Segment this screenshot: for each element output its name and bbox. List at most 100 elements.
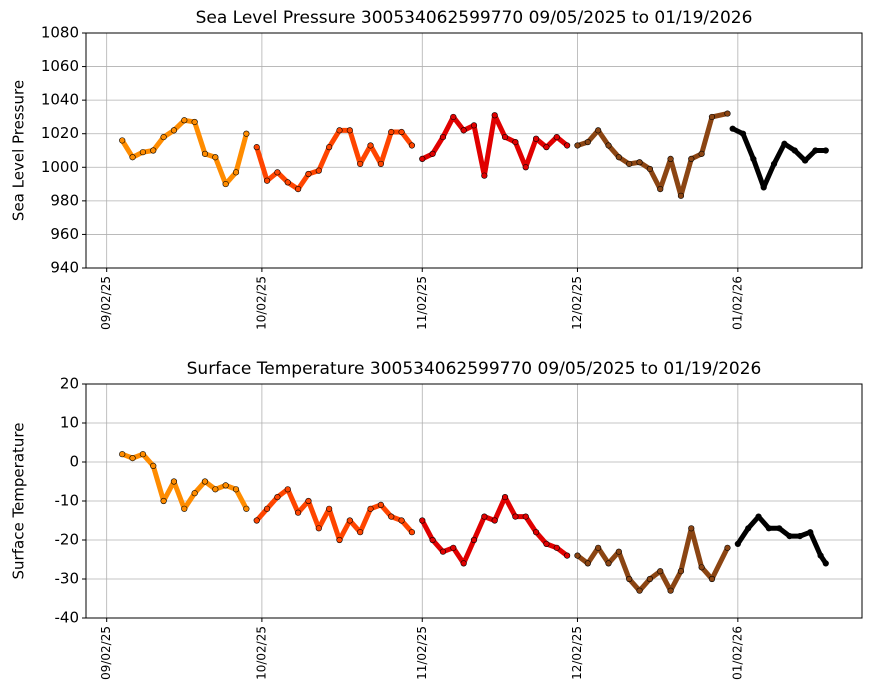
data-point: [807, 529, 814, 536]
x-tick-label: 01/02/26: [730, 276, 744, 330]
data-point: [501, 133, 509, 141]
data-point: [512, 513, 519, 520]
data-point: [636, 587, 643, 594]
data-point: [760, 184, 767, 191]
data-point: [781, 140, 788, 147]
series-line: [254, 127, 415, 192]
data-point: [357, 160, 364, 168]
data-point: [367, 505, 374, 512]
data-point: [470, 536, 478, 544]
data-point: [460, 127, 467, 134]
data-point: [708, 575, 716, 583]
data-point: [786, 532, 793, 540]
y-tick-label: 20: [60, 375, 79, 393]
data-point: [160, 133, 167, 141]
data-point: [698, 150, 705, 157]
series-line: [730, 126, 829, 190]
data-point: [346, 127, 353, 134]
y-tick-label: -30: [55, 570, 80, 588]
data-point: [201, 150, 209, 157]
data-point: [284, 179, 291, 186]
data-point: [553, 133, 560, 141]
y-tick-label: 10: [60, 414, 79, 432]
data-point: [765, 525, 772, 532]
data-point: [750, 155, 757, 162]
y-tick-label: 1080: [41, 24, 79, 42]
chart-title: Sea Level Pressure 300534062599770 09/05…: [196, 8, 753, 28]
data-point: [336, 127, 343, 134]
data-point: [708, 113, 716, 121]
data-point: [822, 560, 829, 567]
data-point: [243, 130, 250, 137]
data-point: [253, 517, 260, 524]
data-point: [377, 501, 384, 509]
data-point: [160, 497, 167, 505]
y-tick-label: 1020: [41, 124, 79, 142]
plot-frame: [85, 32, 863, 269]
data-point: [626, 575, 633, 583]
data-point: [408, 529, 416, 536]
data-point: [574, 552, 581, 559]
data-point: [129, 154, 136, 161]
x-tick-label: 11/02/25: [415, 626, 429, 680]
y-axis-label: Surface Temperature: [10, 423, 28, 580]
y-tick-label: 980: [50, 191, 79, 209]
data-point: [191, 490, 198, 497]
data-point: [553, 544, 560, 551]
data-point: [408, 142, 416, 149]
data-point: [388, 513, 395, 520]
data-point: [822, 147, 829, 154]
x-tick-label: 10/02/25: [254, 276, 268, 330]
data-point: [357, 529, 364, 536]
x-tick-label: 11/02/25: [415, 276, 429, 330]
x-tick-label: 12/02/25: [570, 276, 584, 330]
data-point: [222, 180, 229, 188]
data-point: [388, 128, 395, 136]
data-point: [522, 513, 529, 520]
x-tick-label: 01/02/26: [730, 626, 744, 680]
data-point: [201, 478, 209, 485]
data-point: [481, 172, 488, 179]
data-point: [139, 451, 147, 458]
data-point: [615, 154, 622, 161]
data-point: [439, 133, 447, 141]
data-point: [543, 540, 550, 548]
plot-frame: [85, 383, 863, 619]
data-point: [791, 147, 798, 154]
data-point: [770, 160, 778, 168]
y-tick-label: -20: [55, 531, 80, 549]
data-point: [170, 127, 178, 134]
data-point: [688, 525, 695, 532]
data-point: [532, 529, 540, 536]
data-point: [564, 552, 571, 559]
x-tick-label: 10/02/25: [254, 626, 268, 680]
data-point: [181, 117, 188, 124]
data-point: [491, 517, 498, 524]
data-point: [796, 532, 804, 540]
y-tick-label: 1040: [41, 91, 79, 109]
data-point: [253, 144, 260, 151]
series-line: [735, 514, 829, 566]
y-axis-label: Sea Level Pressure: [10, 80, 28, 221]
data-point: [729, 125, 736, 132]
series-line: [254, 486, 415, 543]
data-point: [734, 540, 741, 548]
data-point: [667, 155, 674, 162]
data-point: [776, 525, 783, 532]
data-point: [615, 548, 622, 555]
data-point: [150, 147, 157, 154]
data-point: [439, 548, 447, 555]
data-point: [232, 169, 240, 176]
data-point: [305, 497, 312, 505]
data-point: [605, 560, 612, 567]
y-tick-label: 960: [50, 225, 79, 243]
data-point: [584, 139, 591, 146]
data-point: [677, 192, 685, 199]
y-tick-label: 1060: [41, 57, 79, 75]
series-line: [574, 111, 730, 199]
data-point: [170, 478, 178, 485]
y-tick-label: 0: [69, 453, 79, 471]
data-point: [574, 142, 581, 149]
data-point: [243, 505, 250, 512]
